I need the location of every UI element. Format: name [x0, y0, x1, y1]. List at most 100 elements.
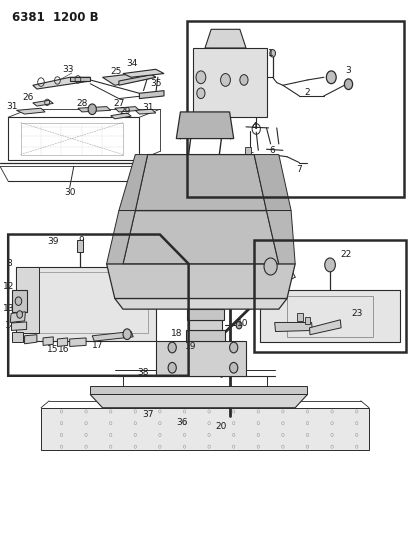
Circle shape — [229, 342, 237, 353]
Text: 9: 9 — [78, 237, 84, 245]
Polygon shape — [102, 72, 155, 85]
Text: 10: 10 — [236, 319, 248, 328]
Circle shape — [196, 88, 204, 99]
Circle shape — [269, 50, 275, 57]
Polygon shape — [90, 394, 307, 408]
Text: 13: 13 — [3, 304, 15, 312]
Text: 7: 7 — [296, 165, 301, 174]
Text: 14: 14 — [4, 321, 16, 329]
Polygon shape — [188, 320, 222, 330]
Text: 37: 37 — [142, 410, 153, 419]
Polygon shape — [41, 408, 368, 450]
Circle shape — [236, 321, 241, 329]
Polygon shape — [12, 332, 22, 342]
Polygon shape — [110, 113, 131, 119]
Polygon shape — [309, 320, 340, 335]
Text: 20: 20 — [215, 422, 227, 431]
Polygon shape — [135, 109, 155, 114]
Text: 34: 34 — [126, 60, 137, 68]
Polygon shape — [43, 337, 53, 345]
Bar — [186, 21, 403, 197]
Polygon shape — [115, 107, 139, 112]
Polygon shape — [123, 69, 164, 77]
Text: 15: 15 — [47, 345, 58, 353]
Polygon shape — [204, 29, 245, 48]
Polygon shape — [33, 77, 90, 89]
Text: 16: 16 — [58, 345, 69, 354]
Text: 10: 10 — [121, 254, 133, 263]
Text: 2: 2 — [304, 88, 310, 96]
Polygon shape — [78, 107, 110, 112]
Polygon shape — [16, 266, 155, 341]
Text: 8: 8 — [6, 260, 12, 268]
Polygon shape — [115, 298, 286, 309]
Polygon shape — [186, 330, 224, 341]
Circle shape — [326, 71, 335, 84]
Polygon shape — [192, 48, 266, 117]
Polygon shape — [135, 155, 266, 211]
Text: 29: 29 — [119, 107, 130, 116]
Text: 30: 30 — [64, 189, 75, 197]
Polygon shape — [123, 211, 278, 264]
Polygon shape — [266, 211, 294, 264]
Text: 4: 4 — [251, 123, 256, 131]
Circle shape — [344, 79, 352, 90]
Polygon shape — [90, 386, 307, 394]
Polygon shape — [119, 75, 155, 85]
Circle shape — [168, 362, 176, 373]
Polygon shape — [119, 155, 147, 211]
Text: 1: 1 — [267, 49, 273, 58]
Text: 28: 28 — [76, 100, 88, 108]
Text: 5: 5 — [248, 152, 254, 160]
Polygon shape — [155, 341, 245, 376]
Circle shape — [15, 297, 22, 305]
Text: 32: 32 — [205, 320, 217, 328]
Polygon shape — [176, 112, 233, 139]
Polygon shape — [70, 77, 90, 81]
Bar — [254, 154, 258, 160]
Polygon shape — [16, 108, 45, 114]
Bar — [76, 240, 83, 252]
Bar — [296, 313, 302, 321]
Text: 6381  1200 B: 6381 1200 B — [12, 11, 99, 23]
Text: 15: 15 — [25, 335, 39, 344]
Text: 24: 24 — [191, 125, 203, 133]
Polygon shape — [254, 155, 290, 211]
Text: 19: 19 — [184, 342, 196, 351]
Text: 38: 38 — [137, 368, 148, 376]
Text: 18: 18 — [170, 329, 182, 337]
Text: 31: 31 — [142, 103, 153, 112]
Circle shape — [196, 71, 205, 84]
Text: 25: 25 — [110, 68, 121, 76]
Text: 3: 3 — [345, 66, 351, 75]
Bar — [245, 147, 250, 155]
Text: 26: 26 — [22, 93, 34, 101]
Polygon shape — [25, 335, 37, 344]
Polygon shape — [12, 290, 27, 312]
Text: 39: 39 — [47, 238, 59, 246]
Circle shape — [324, 258, 335, 272]
Polygon shape — [11, 322, 27, 330]
Circle shape — [123, 329, 131, 340]
Text: 27: 27 — [113, 100, 124, 108]
Text: 35: 35 — [150, 79, 161, 88]
Circle shape — [220, 74, 230, 86]
Polygon shape — [260, 290, 399, 342]
Polygon shape — [274, 322, 312, 332]
Text: 23: 23 — [350, 309, 362, 318]
Text: 17: 17 — [92, 341, 103, 350]
Circle shape — [263, 258, 276, 275]
Text: 33: 33 — [62, 65, 73, 74]
Circle shape — [168, 342, 176, 353]
Polygon shape — [10, 312, 25, 322]
Bar — [254, 240, 405, 352]
Text: 21: 21 — [265, 248, 276, 256]
Bar — [304, 317, 310, 324]
Text: 6: 6 — [268, 146, 274, 155]
Polygon shape — [92, 332, 133, 341]
Circle shape — [17, 311, 22, 318]
Polygon shape — [57, 338, 67, 346]
Circle shape — [239, 75, 247, 85]
Text: 33: 33 — [205, 301, 217, 310]
Circle shape — [88, 104, 96, 115]
